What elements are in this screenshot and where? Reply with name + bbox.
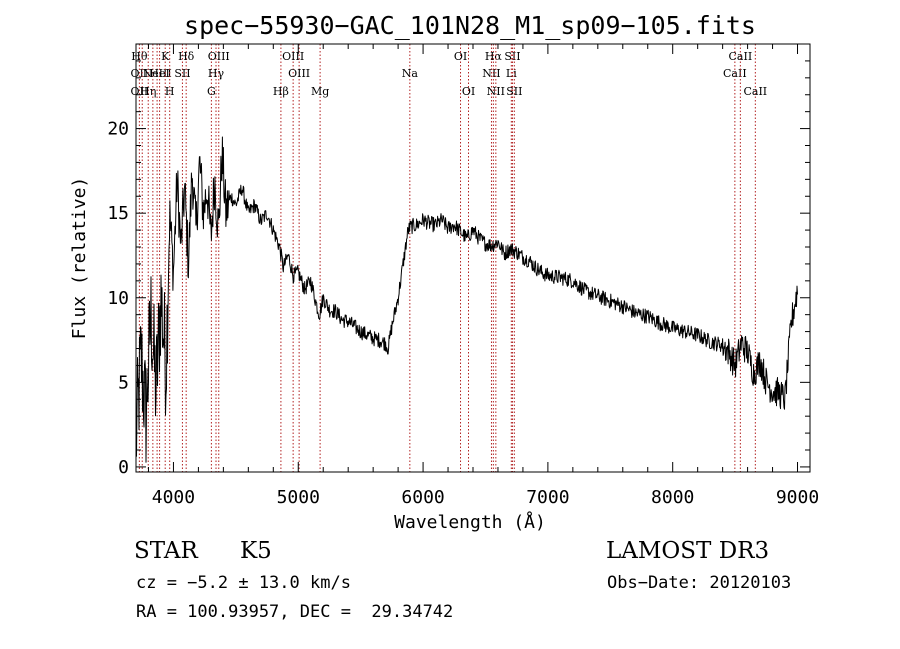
- coordinates: RA = 100.93957, DEC = 29.34742: [136, 602, 454, 622]
- line-label: Hα: [485, 50, 503, 63]
- y-tick-label: 10: [107, 288, 129, 309]
- y-axis: 0 5 10 15 20: [107, 60, 810, 478]
- line-label: CaII: [743, 85, 767, 98]
- object-subclass: K5: [240, 538, 272, 564]
- line-label: K: [161, 50, 170, 63]
- line-label: Hδ: [178, 50, 195, 63]
- line-label: G: [207, 85, 216, 98]
- line-label: OIII: [282, 50, 304, 63]
- y-tick-label: 20: [107, 119, 129, 140]
- line-label: OIII: [288, 67, 310, 80]
- line-markers: HθOIIOIIHηNeIIIHeIKHSIIHδGHγOIIIHβOIIIOI…: [131, 44, 767, 472]
- line-label: CaII: [723, 67, 747, 80]
- x-axis-label: Wavelength (Å): [394, 511, 546, 533]
- line-label: SII: [506, 85, 522, 98]
- line-label: Li: [506, 67, 517, 80]
- x-tick-label: 6000: [401, 487, 444, 508]
- line-label: Mg: [311, 85, 329, 98]
- survey-name: LAMOST DR3: [606, 538, 770, 564]
- spectrum-series: [135, 136, 798, 463]
- redshift-velocity: cz = −5.2 ± 13.0 km/s: [136, 573, 351, 593]
- line-label: Hθ: [131, 50, 148, 63]
- line-label: Hη: [140, 85, 156, 98]
- line-label: H: [165, 85, 175, 98]
- line-label: Hβ: [273, 85, 289, 98]
- line-label: OII: [131, 67, 149, 80]
- line-label: OI: [454, 50, 467, 63]
- y-tick-label: 5: [118, 372, 129, 393]
- y-axis-label: Flux (relative): [69, 177, 90, 340]
- plot-frame: [135, 43, 811, 473]
- line-label: Hγ: [208, 67, 225, 80]
- y-tick-label: 0: [118, 457, 129, 478]
- line-label: SII: [174, 67, 190, 80]
- line-label: NII: [482, 67, 500, 80]
- line-label: NeIII: [143, 67, 172, 80]
- line-label: HeI: [149, 67, 169, 80]
- x-tick-label: 7000: [526, 487, 569, 508]
- x-axis: 4000 5000 6000 7000 8000 9000: [147, 44, 819, 508]
- line-label: OII: [131, 85, 149, 98]
- line-label: Na: [402, 67, 419, 80]
- chart-title: spec−55930−GAC_101N28_M1_sp09−105.fits: [184, 11, 756, 40]
- spectrum-line: [135, 136, 798, 463]
- line-label: SII: [504, 50, 520, 63]
- object-class: STAR: [134, 538, 198, 564]
- x-tick-label: 8000: [651, 487, 694, 508]
- x-tick-label: 9000: [776, 487, 819, 508]
- observation-date: Obs−Date: 20120103: [607, 573, 792, 593]
- x-tick-label: 4000: [152, 487, 195, 508]
- line-label: CaII: [729, 50, 753, 63]
- line-label: NII: [487, 85, 505, 98]
- line-label: OIII: [208, 50, 230, 63]
- x-tick-label: 5000: [277, 487, 320, 508]
- y-tick-label: 15: [107, 203, 129, 224]
- line-label: OI: [462, 85, 475, 98]
